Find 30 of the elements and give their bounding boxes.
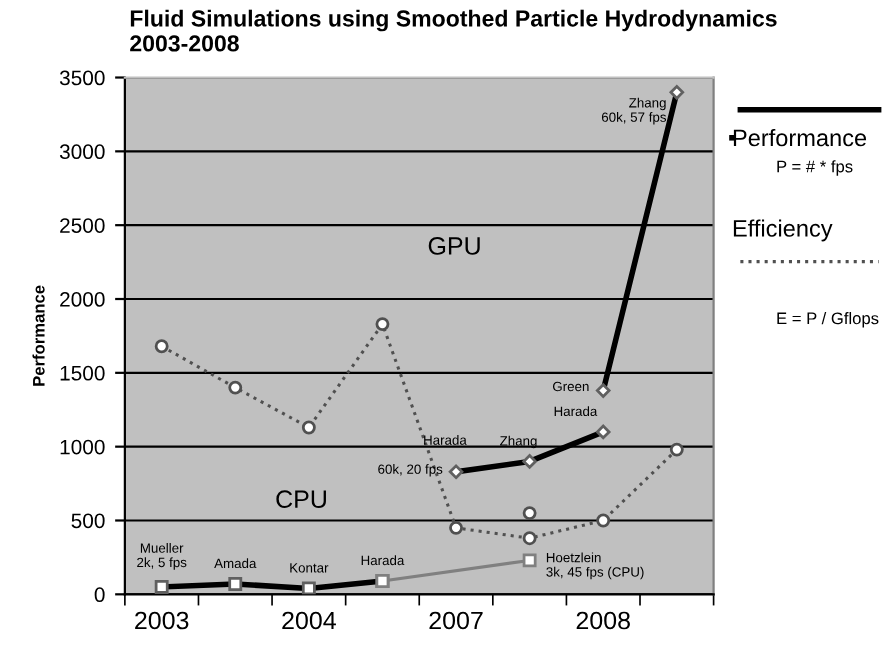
x-tick-label: 2004 xyxy=(282,611,336,630)
point xyxy=(596,513,611,528)
y-tick-label: 3500 xyxy=(59,70,105,86)
y-tick-label: 1000 xyxy=(60,439,105,455)
y-tick-label: 2000 xyxy=(60,292,105,307)
point xyxy=(301,420,316,435)
y-tick-label: 0 xyxy=(94,587,105,603)
y-axis-title: Performance xyxy=(32,285,45,386)
y-tick-label: 2500 xyxy=(60,218,105,233)
point xyxy=(154,339,169,354)
point xyxy=(669,442,684,457)
point xyxy=(228,380,243,395)
legend-label: Performance xyxy=(733,128,867,147)
x-tick-label: 2007 xyxy=(429,611,483,630)
y-tick-label: 500 xyxy=(71,513,105,529)
point xyxy=(375,317,390,332)
text: P = # * fps xyxy=(777,160,853,176)
point xyxy=(522,553,537,568)
y-tick-label: 3000 xyxy=(59,144,105,160)
y-tick-label: 1500 xyxy=(60,365,105,381)
text: Efficiency xyxy=(733,219,833,242)
x-tick-label: 2003 xyxy=(135,611,189,630)
chart-title: Fluid Simulations using Smoothed Particle Hydrodynamics 2003-2008 xyxy=(130,9,777,52)
point xyxy=(449,520,463,535)
text: E = P / Gflops xyxy=(777,312,879,328)
annotation: GPU xyxy=(428,237,480,255)
annotation: CPU xyxy=(276,490,326,509)
x-tick-label: 2008 xyxy=(576,611,630,630)
point xyxy=(522,531,537,546)
point xyxy=(522,506,537,521)
